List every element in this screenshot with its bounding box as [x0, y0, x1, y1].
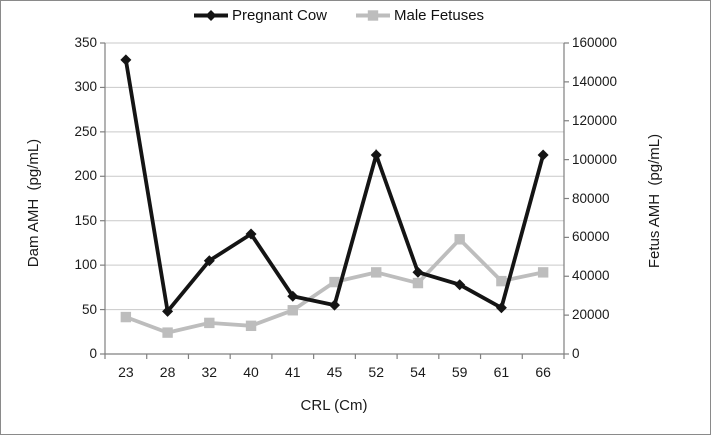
- diamond-marker-icon: [245, 228, 257, 240]
- right-axis-tick-label: 40000: [572, 268, 610, 284]
- x-axis-tick-label: 41: [284, 364, 301, 380]
- chart-legend: Pregnant Cow Male Fetuses: [1, 7, 710, 24]
- square-marker-icon: [245, 320, 257, 332]
- x-axis-tick-label: 54: [410, 364, 426, 380]
- left-axis-tick-label: 100: [74, 257, 97, 273]
- x-axis-tick-label: 28: [159, 364, 176, 380]
- square-marker-icon: [120, 311, 132, 323]
- x-axis-tick-label: 52: [368, 364, 384, 380]
- diamond-marker-icon: [162, 305, 174, 317]
- right-axis-title: Fetus AMH (pg/mL): [646, 133, 663, 269]
- square-marker-icon: [537, 267, 549, 278]
- right-axis-tick-label: 60000: [572, 229, 610, 245]
- x-axis-title: CRL (Cm): [300, 397, 368, 414]
- diamond-marker-icon: [412, 266, 424, 278]
- diamond-marker-icon: [454, 279, 466, 291]
- left-axis-tick-label: 300: [74, 79, 97, 95]
- square-marker-icon: [329, 276, 340, 288]
- left-axis-tick-label: 150: [74, 212, 97, 228]
- legend-label-pregnant-cow: Pregnant Cow: [231, 7, 327, 24]
- diamond-marker-icon: [329, 299, 340, 311]
- square-marker-icon: [496, 275, 507, 287]
- left-axis-title: Dam AMH (pg/mL): [25, 138, 42, 268]
- left-axis-tick-label: 50: [81, 301, 97, 317]
- diamond-marker-icon: [495, 302, 507, 314]
- right-axis-tick-label: 100000: [572, 151, 618, 167]
- left-axis-tick-label: 350: [74, 35, 97, 50]
- right-axis-tick-label: 140000: [572, 73, 618, 89]
- x-axis-tick-label: 66: [535, 364, 551, 380]
- square-line-marker-icon: [356, 10, 390, 21]
- diamond-marker-icon: [370, 149, 382, 161]
- legend-item-male-fetuses: Male Fetuses: [355, 7, 484, 24]
- left-axis-tick-label: 250: [74, 123, 97, 139]
- x-axis-tick-label: 40: [243, 364, 259, 380]
- right-axis-tick-label: 20000: [572, 307, 610, 323]
- x-axis-tick-label: 23: [118, 364, 134, 380]
- series-line-0: [123, 59, 545, 316]
- square-marker-icon: [204, 317, 215, 329]
- square-marker-icon: [371, 267, 382, 278]
- square-marker-icon: [162, 327, 173, 338]
- x-axis-tick-label: 45: [326, 364, 343, 380]
- diamond-marker-icon: [120, 54, 132, 66]
- diamond-line-marker-icon: [193, 10, 228, 21]
- diamond-marker-icon: [203, 255, 215, 267]
- x-axis-tick-label: 61: [493, 364, 510, 380]
- diamond-marker-icon: [287, 290, 299, 302]
- right-axis-tick-label: 120000: [572, 112, 618, 128]
- left-axis-tick-label: 200: [74, 168, 97, 184]
- right-axis-tick-label: 160000: [572, 35, 618, 50]
- square-marker-icon: [412, 277, 424, 289]
- legend-label-male-fetuses: Male Fetuses: [394, 7, 485, 24]
- legend-item-pregnant-cow: Pregnant Cow: [193, 7, 327, 24]
- right-axis-tick-label: 0: [572, 346, 580, 361]
- x-axis-tick-label: 59: [451, 364, 468, 380]
- diamond-marker-icon: [537, 149, 549, 161]
- left-axis-tick-label: 0: [89, 346, 97, 361]
- right-axis-tick-label: 80000: [572, 190, 610, 206]
- square-marker-icon: [454, 234, 465, 245]
- square-marker-icon: [287, 305, 298, 316]
- x-axis-tick-label: 32: [201, 364, 218, 380]
